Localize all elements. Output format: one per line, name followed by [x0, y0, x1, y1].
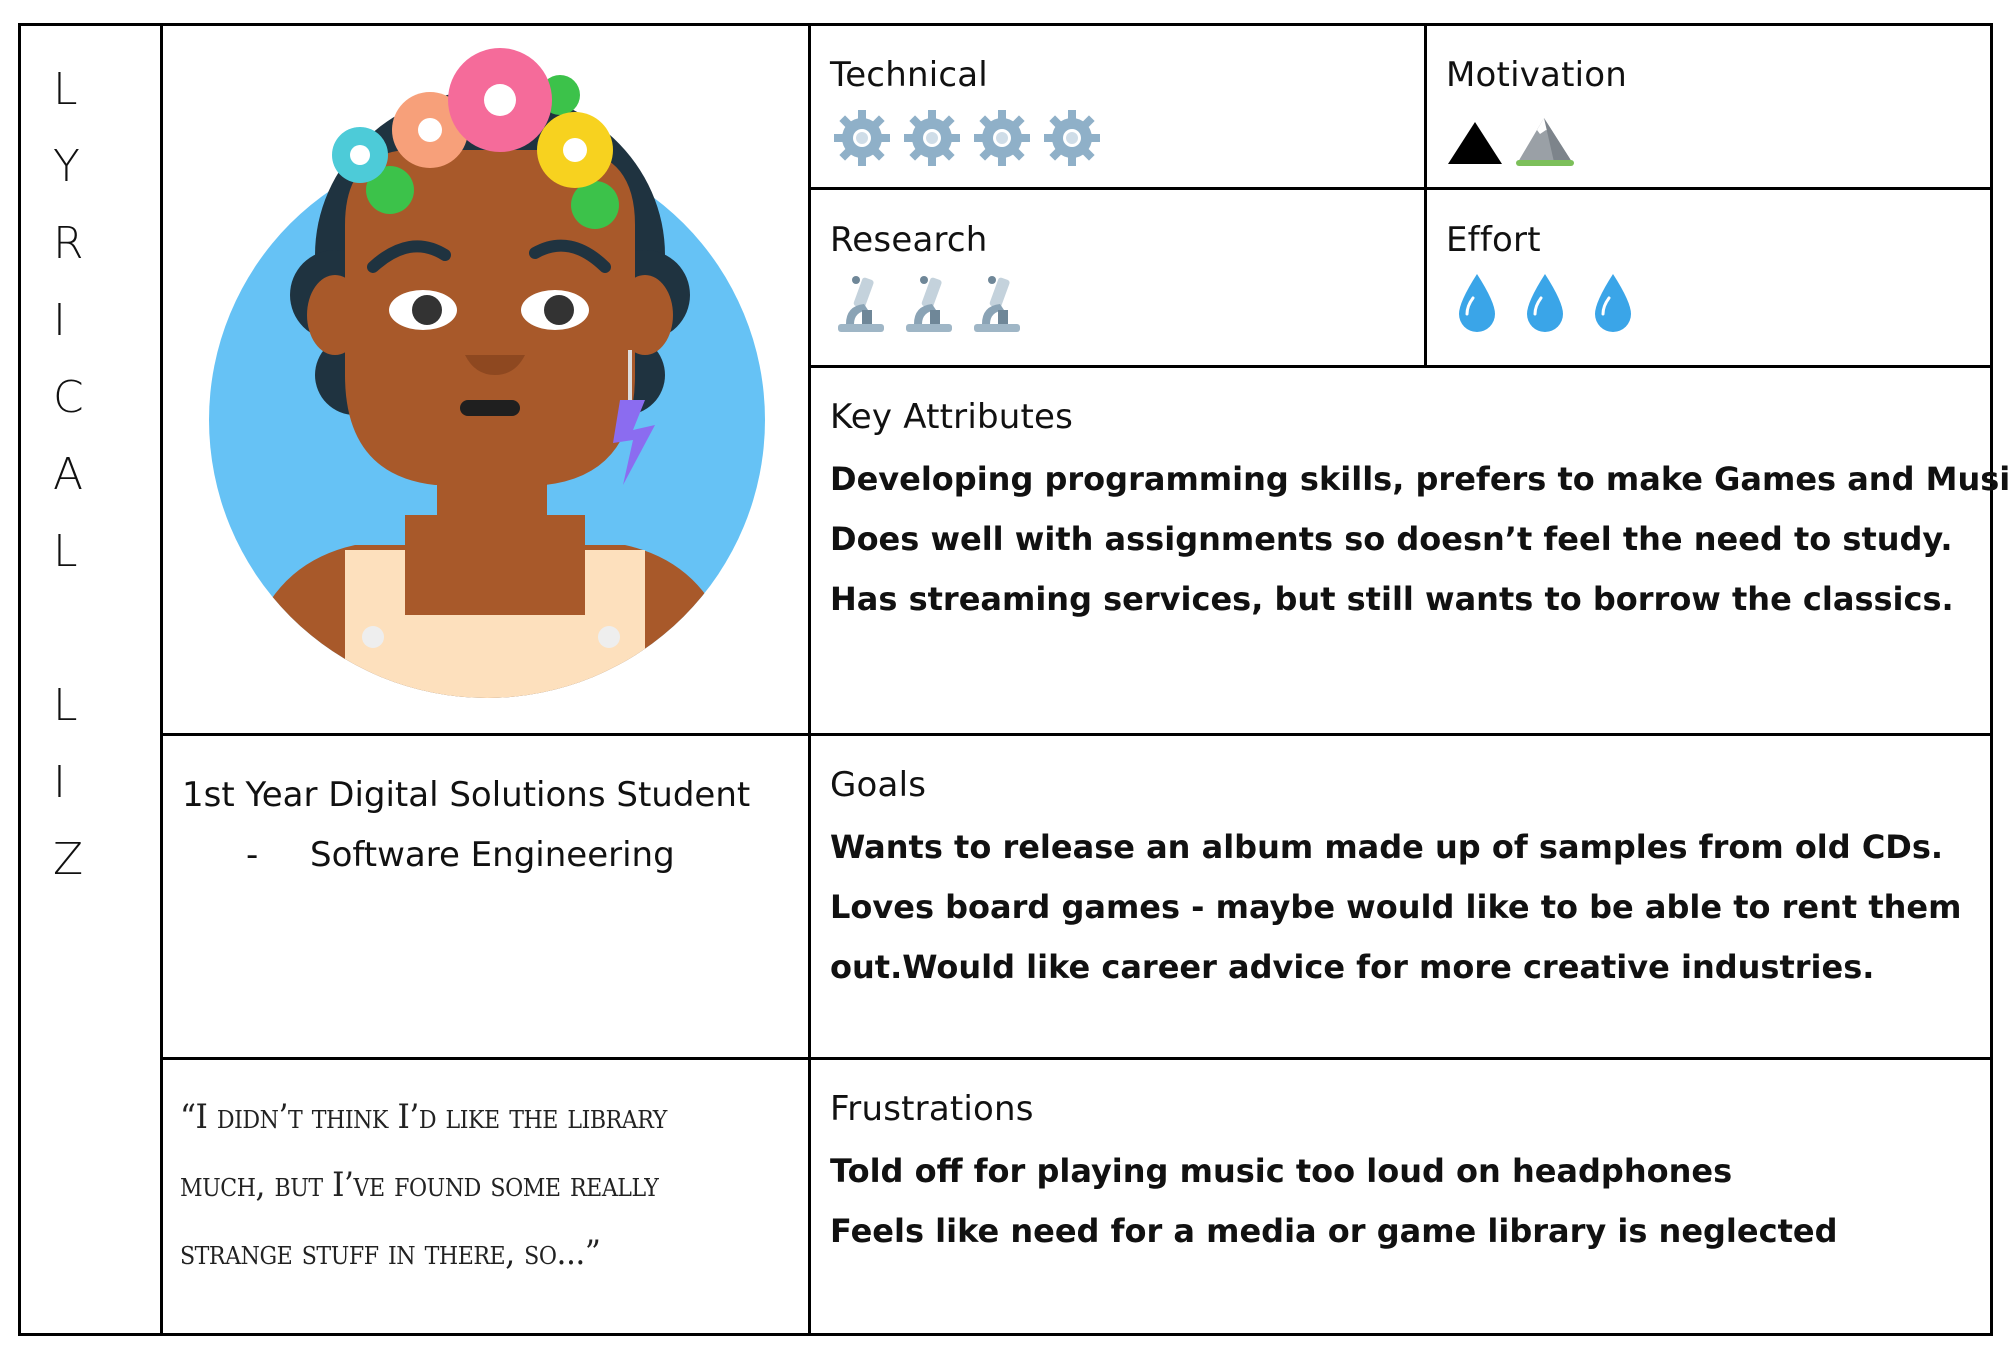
divider [1424, 23, 1427, 368]
frustration-line: Told off for playing music too loud on h… [830, 1152, 1733, 1190]
name-letter: I [53, 295, 66, 346]
goal-line: Loves board games - maybe would like to … [830, 888, 1962, 926]
divider [808, 23, 811, 1336]
name-letter: Z [53, 834, 84, 885]
technical-label: Technical [830, 55, 988, 95]
triangle-icon [1448, 122, 1502, 164]
droplet-icon [1595, 274, 1631, 332]
role-detail-line: - Software Engineering [182, 825, 750, 885]
mountain-icon [1516, 118, 1574, 166]
divider [160, 733, 1993, 736]
effort-label: Effort [1446, 220, 1541, 260]
name-letter: C [53, 372, 84, 423]
name-letter: L [53, 680, 78, 731]
key-attribute-line: Developing programming skills, prefers t… [830, 460, 2008, 498]
quote-line: “I didn’t think I’d like the library [180, 1097, 667, 1137]
goals-text: Wants to release an album made up of sam… [830, 817, 1961, 997]
role-title: 1st Year Digital Solutions Student [182, 775, 751, 815]
name-letter: L [53, 64, 78, 115]
motivation-label: Motivation [1446, 55, 1627, 95]
gear-icon [1044, 110, 1100, 166]
frustrations-text: Told off for playing music too loud on h… [830, 1141, 1837, 1261]
key-attributes-text: Developing programming skills, prefers t… [830, 449, 2008, 629]
microscope-icon [974, 276, 1020, 332]
gear-icon [834, 110, 890, 166]
effort-rating [1455, 272, 1635, 334]
technical-rating [832, 108, 1102, 168]
persona-name: L Y R I C A L L I Z [18, 23, 162, 1336]
divider [808, 365, 1993, 368]
research-rating [832, 272, 1026, 334]
goals-label: Goals [830, 765, 927, 805]
avatar [209, 48, 765, 698]
name-letter: A [53, 449, 84, 500]
quote-line: much, but I’ve found some really [180, 1165, 659, 1205]
key-attributes-label: Key Attributes [830, 397, 1074, 437]
role-detail-dash: - [246, 835, 259, 875]
persona-quote: “I didn’t think I’d like the library muc… [180, 1083, 741, 1287]
divider [160, 1057, 1993, 1060]
motivation-rating [1446, 110, 1576, 168]
microscope-icon [906, 276, 952, 332]
role-detail: Software Engineering [310, 835, 675, 875]
frustration-line: Feels like need for a media or game libr… [830, 1212, 1838, 1250]
gear-icon [974, 110, 1030, 166]
quote-line: strange stuff in there, so...” [180, 1233, 601, 1273]
droplet-icon [1459, 274, 1495, 332]
name-letter: Y [53, 141, 80, 192]
goal-line: Wants to release an album made up of sam… [830, 828, 1944, 866]
frustrations-label: Frustrations [830, 1089, 1034, 1129]
name-letter: R [53, 218, 84, 269]
goal-line: out.Would like career advice for more cr… [830, 948, 1875, 986]
divider [160, 23, 163, 1336]
droplet-icon [1527, 274, 1563, 332]
persona-card [18, 23, 1993, 1336]
key-attribute-line: Has streaming services, but still wants … [830, 580, 1954, 618]
microscope-icon [838, 276, 884, 332]
name-letter: I [53, 757, 66, 808]
gear-icon [904, 110, 960, 166]
divider [808, 187, 1993, 190]
key-attribute-line: Does well with assignments so doesn’t fe… [830, 520, 1953, 558]
name-letter: L [53, 526, 78, 577]
research-label: Research [830, 220, 988, 260]
persona-role: 1st Year Digital Solutions Student - Soft… [182, 765, 750, 885]
